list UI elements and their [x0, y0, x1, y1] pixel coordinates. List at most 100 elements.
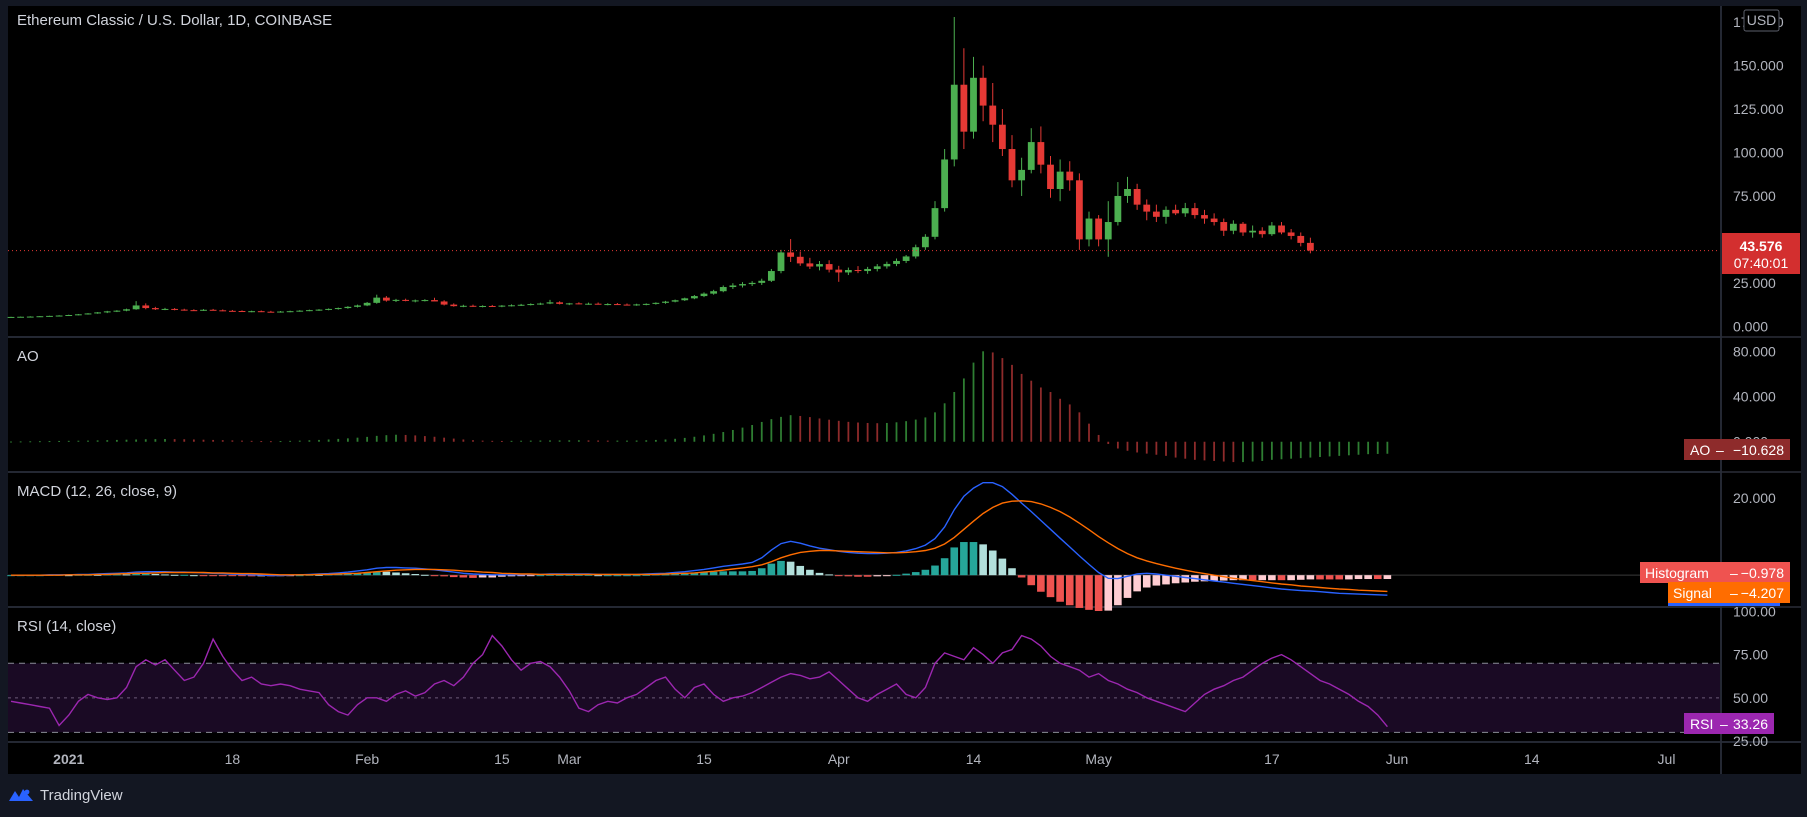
tradingview-logo[interactable]: TradingView [8, 782, 123, 808]
candle-body [1249, 230, 1257, 233]
ao-bar [876, 423, 879, 442]
macd-histogram-bar [421, 574, 429, 576]
price-tick-label: 25.000 [1733, 275, 1776, 291]
candle-body [671, 300, 679, 302]
candle-body [1085, 218, 1093, 240]
macd-histogram-bar [1335, 575, 1344, 580]
candle-body [1133, 189, 1141, 205]
ao-bar [597, 440, 600, 442]
ao-bar [799, 415, 802, 442]
time-tick-label: Feb [355, 751, 379, 767]
ao-bar [1251, 441, 1254, 462]
macd-line[interactable] [11, 482, 1388, 596]
ao-histogram[interactable] [10, 351, 1389, 463]
ao-bar [221, 440, 224, 442]
macd-histogram-bar [1114, 575, 1122, 606]
candle-body [36, 316, 44, 318]
macd-histogram-bar [1239, 575, 1247, 581]
candle-body [604, 304, 612, 306]
ao-bar [1126, 441, 1129, 451]
macd-histogram-bar [555, 574, 564, 576]
price-pane[interactable] [8, 6, 1720, 336]
candle-body [55, 315, 63, 317]
candle-body [1104, 222, 1112, 240]
time-tick-label: Mar [557, 751, 581, 767]
candle-body [517, 304, 525, 306]
ao-bar [703, 435, 705, 442]
ao-bar [144, 439, 147, 442]
ao-bar [1242, 441, 1244, 463]
candle-body [758, 280, 766, 283]
macd-line-marker [1668, 603, 1780, 606]
scale-corner [1722, 743, 1801, 774]
macd-histogram-bar [940, 558, 949, 576]
macd-histogram-bar [1142, 575, 1151, 588]
ao-bar [1088, 423, 1090, 442]
ao-bar [741, 427, 744, 442]
ao-bar [192, 439, 195, 442]
ao-badge-sep: – [1716, 442, 1724, 458]
candle-body [132, 305, 140, 310]
macd-histogram-bar [372, 571, 381, 576]
macd-axis-labels: 20.000 [1733, 490, 1776, 506]
ao-bar [1309, 441, 1312, 458]
ao-bar [96, 440, 99, 442]
rsi-tick-label: 75.00 [1733, 647, 1768, 663]
macd-histogram-bar [565, 574, 574, 576]
candle-body [479, 305, 487, 307]
macd-pane[interactable] [8, 473, 1720, 606]
ao-bar [1097, 434, 1100, 442]
rsi-badge-sep: – [1720, 716, 1728, 732]
ao-bar [1338, 441, 1341, 456]
rsi-line[interactable] [10, 634, 1388, 728]
macd-histogram-bar [1017, 575, 1026, 578]
price-scale[interactable] [1722, 6, 1801, 741]
ao-bar [154, 439, 157, 442]
ao-bar [991, 352, 994, 442]
macd-histogram-bar [979, 544, 987, 576]
macd-histogram-bar [151, 574, 160, 576]
ao-pane[interactable] [8, 338, 1720, 471]
candle-body [594, 303, 602, 305]
macd-histogram-bar [1345, 575, 1353, 580]
macd-histogram[interactable] [7, 542, 1392, 612]
macd-histogram-bar [209, 575, 217, 577]
candle-body [421, 300, 429, 302]
ao-bar [962, 378, 965, 442]
candle-body [508, 305, 515, 307]
candle-body [498, 305, 506, 307]
macd-histogram-bar [902, 573, 910, 576]
ao-bar [693, 436, 696, 442]
ao-bar [818, 418, 821, 442]
candle-series[interactable] [7, 16, 1314, 318]
macd-histogram-bar [170, 574, 179, 576]
macd-histogram-bar [700, 572, 708, 576]
currency-button[interactable]: USD [1743, 9, 1780, 32]
signal-badge-value: −4.207 [1741, 585, 1784, 601]
ao-bar [731, 429, 734, 442]
macd-histogram-bar [1258, 575, 1267, 581]
macd-histogram-bar [238, 575, 246, 577]
candle-body [1239, 223, 1247, 233]
time-tick-label: Apr [828, 751, 850, 767]
candle-body [228, 310, 236, 312]
signal-line[interactable] [11, 500, 1388, 593]
candle-body [652, 302, 660, 304]
candle-body [488, 305, 496, 307]
macd-histogram-bar [584, 574, 593, 576]
macd-histogram-bar [892, 574, 901, 576]
candle-body [1056, 171, 1064, 190]
ao-bar [481, 440, 484, 442]
ao-bar [1386, 441, 1389, 454]
ao-bar [1280, 441, 1283, 460]
ao-bar [1232, 441, 1235, 463]
ao-bar [1068, 404, 1071, 442]
candle-body [873, 266, 881, 269]
time-scale[interactable] [8, 743, 1720, 774]
price-tick-label: 100.000 [1733, 145, 1784, 161]
candle-body [431, 300, 438, 302]
macd-histogram-bar [950, 547, 959, 576]
ao-bar [491, 440, 494, 442]
ao-bar [1107, 441, 1110, 444]
